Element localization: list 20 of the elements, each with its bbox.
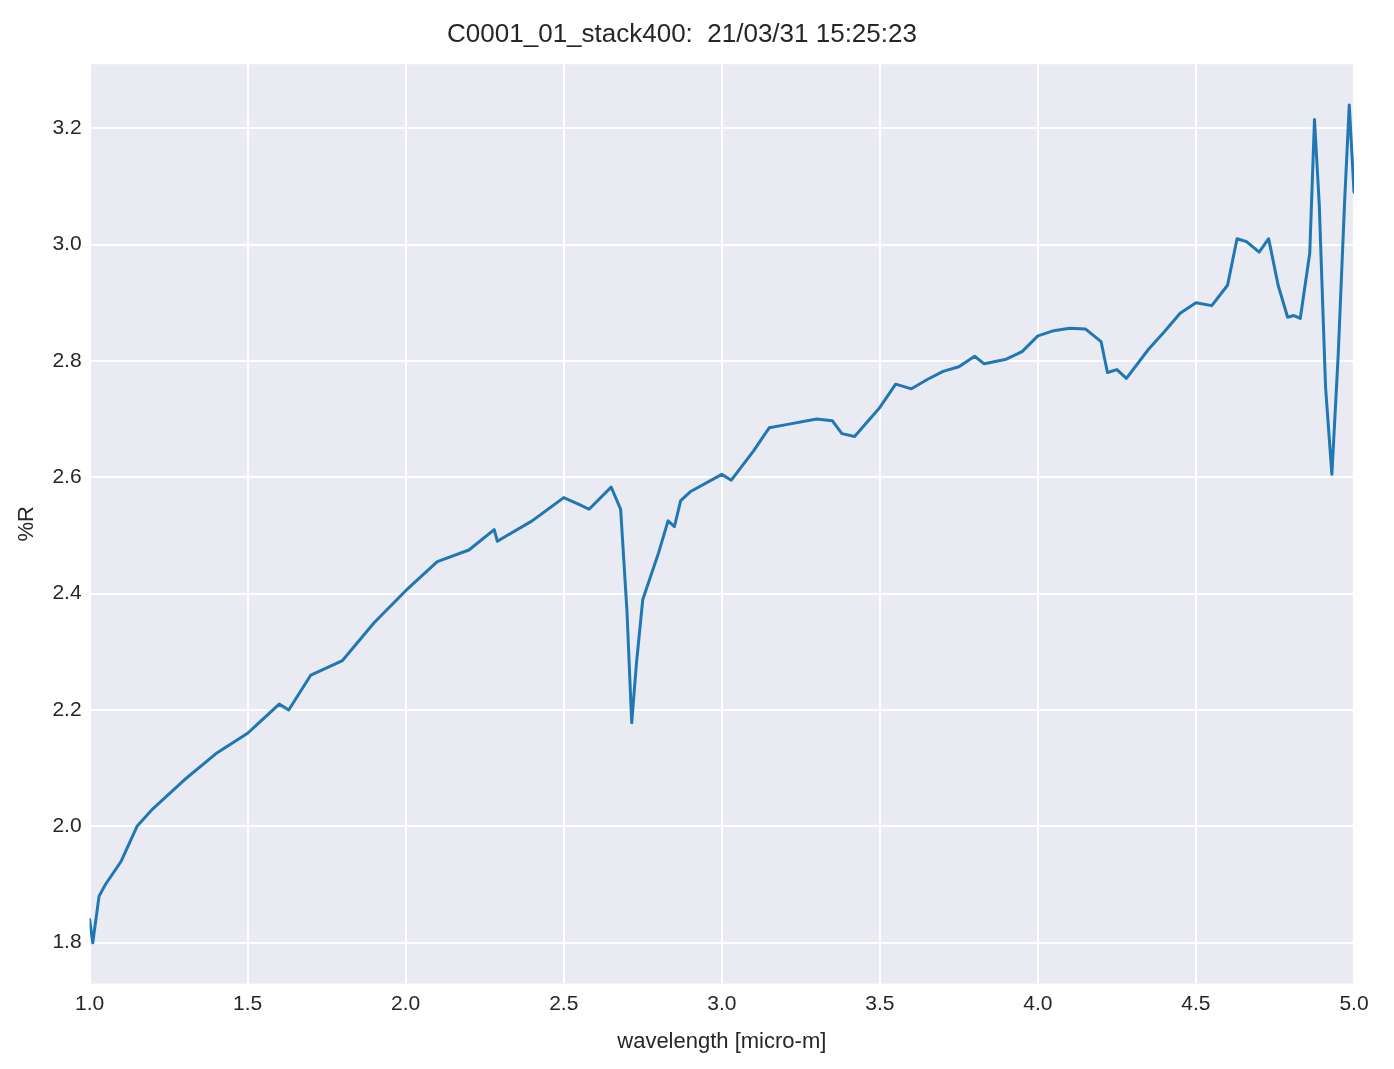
- x-tick-label: 4.0: [1023, 990, 1053, 1014]
- x-tick-label: 4.5: [1181, 990, 1211, 1014]
- x-tick-label: 2.5: [549, 990, 579, 1014]
- x-tick-label: 1.0: [74, 990, 105, 1014]
- y-tick-label: 2.6: [52, 464, 82, 488]
- x-tick-label: 3.5: [865, 990, 895, 1014]
- y-tick-label: 2.8: [52, 347, 82, 371]
- y-axis-title: %R: [13, 506, 39, 542]
- x-tick-label: 3.0: [707, 990, 737, 1014]
- x-tick-label: 5.0: [1339, 990, 1369, 1014]
- x-tick-label: 2.0: [391, 990, 421, 1014]
- y-tick-label: 3.2: [52, 114, 82, 138]
- y-tick-label: 1.8: [52, 929, 82, 953]
- y-tick-label: 2.4: [52, 580, 82, 604]
- y-tick-label: 3.0: [52, 231, 82, 255]
- x-axis-title: wavelength [micro-m]: [616, 1027, 827, 1053]
- chart-title: C0001_01_stack400: 21/03/31 15:25:23: [447, 17, 917, 48]
- y-tick-label: 2.0: [52, 813, 82, 837]
- y-tick-label: 2.2: [52, 696, 82, 720]
- x-tick-label: 1.5: [233, 990, 263, 1014]
